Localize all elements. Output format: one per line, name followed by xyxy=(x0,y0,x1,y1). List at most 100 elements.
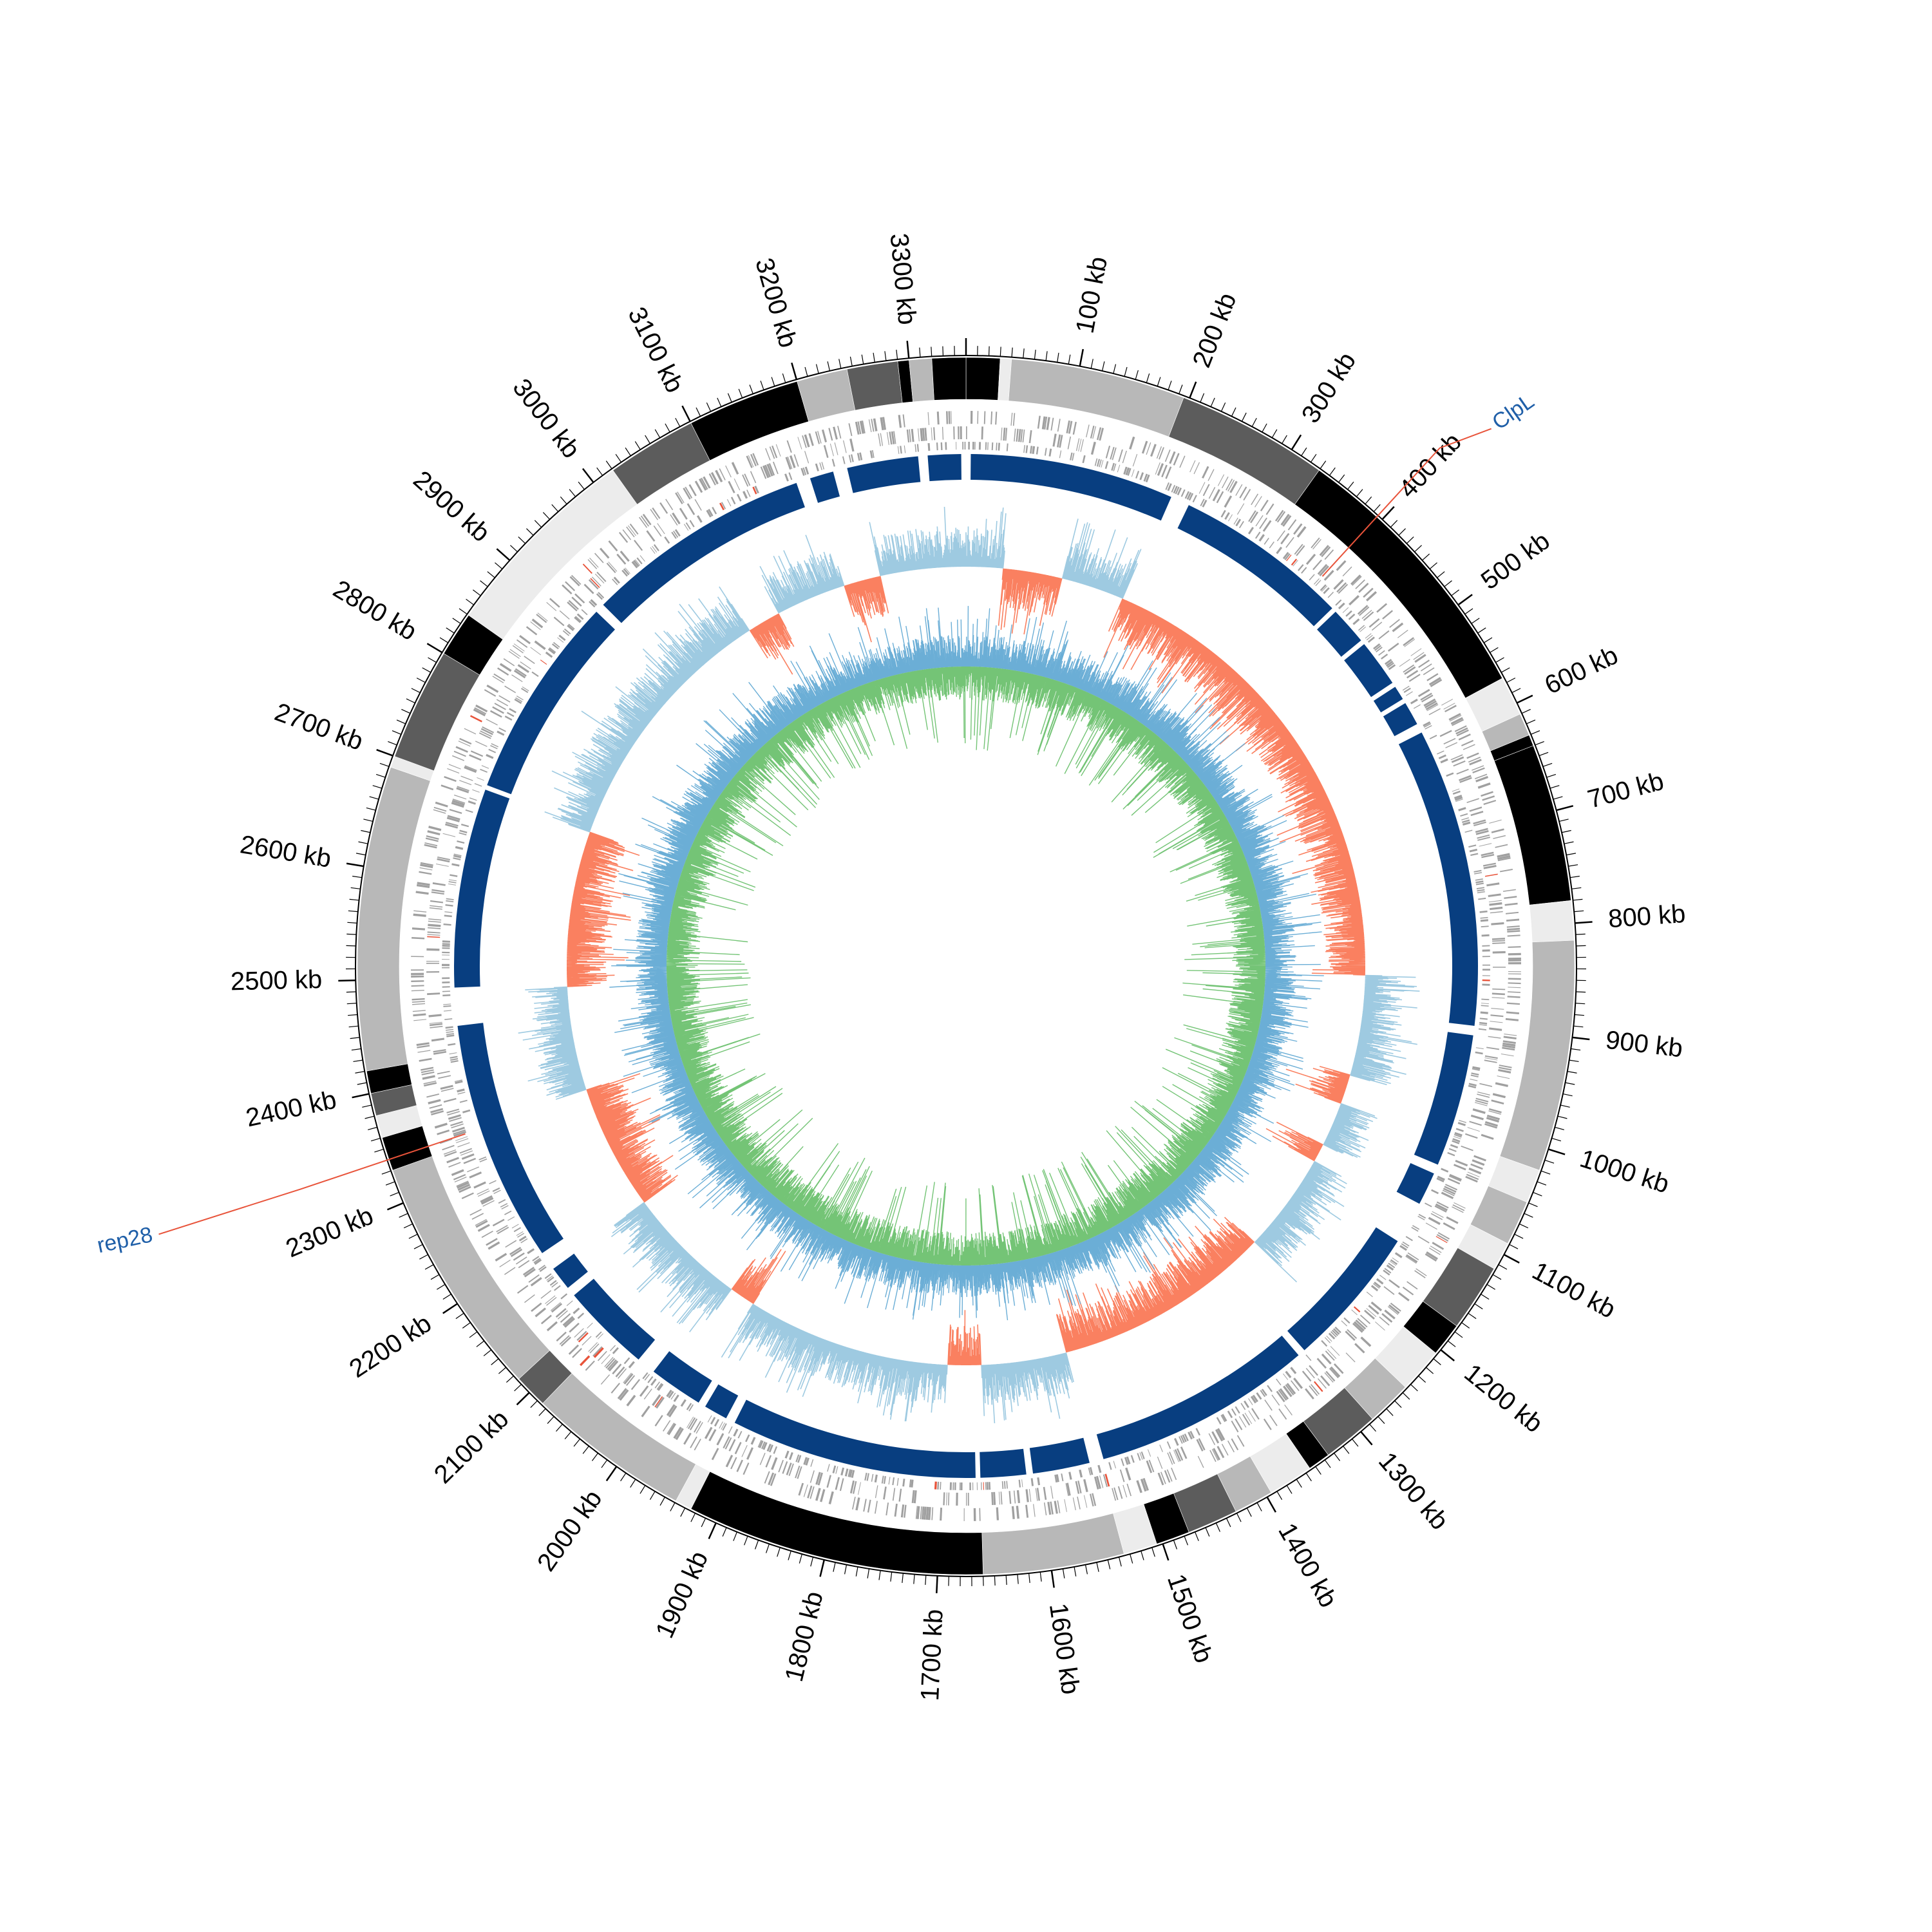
gene-feature xyxy=(1368,1305,1379,1315)
gene-feature xyxy=(1357,1318,1368,1328)
minor-tick xyxy=(569,489,576,497)
gc-content-track xyxy=(609,605,1324,1321)
gene-feature xyxy=(1269,1414,1278,1426)
gene-feature xyxy=(492,706,504,714)
gene-feature xyxy=(1436,1201,1449,1209)
minor-tick xyxy=(350,887,361,889)
gene-feature xyxy=(517,664,529,673)
gene-feature xyxy=(1502,1046,1515,1051)
gene-feature xyxy=(448,1114,461,1120)
gene-feature xyxy=(733,1428,739,1437)
gene-feature xyxy=(547,1276,554,1283)
minor-tick xyxy=(1084,1564,1088,1575)
gene-feature xyxy=(1482,862,1496,867)
gene-feature xyxy=(1486,882,1500,887)
gene-feature xyxy=(1444,705,1457,713)
major-tick xyxy=(1291,434,1302,450)
gene-feature xyxy=(437,856,451,860)
gene-feature xyxy=(1473,819,1486,825)
minor-tick xyxy=(1490,647,1499,653)
gene-feature xyxy=(474,707,487,715)
gene-feature xyxy=(447,1111,460,1116)
gene-feature xyxy=(456,1138,469,1144)
gene-feature xyxy=(1367,636,1375,643)
gene-feature xyxy=(1472,765,1484,771)
gene-feature xyxy=(1349,594,1359,606)
gene-feature xyxy=(1475,1047,1484,1050)
minor-tick xyxy=(1425,1367,1434,1374)
gene-feature xyxy=(509,1247,522,1256)
minor-tick xyxy=(459,608,468,615)
gene-feature xyxy=(491,743,499,748)
gene-feature xyxy=(665,498,674,511)
minor-tick xyxy=(1023,348,1025,359)
gene-feature xyxy=(1119,1469,1125,1482)
gene-feature xyxy=(1319,565,1329,576)
minor-tick xyxy=(1461,1322,1470,1329)
gene-feature xyxy=(417,1050,431,1053)
gene-feature xyxy=(499,1259,511,1267)
gene-feature xyxy=(459,829,468,834)
gene-feature xyxy=(1104,1473,1110,1487)
minor-tick xyxy=(873,352,875,363)
gene-feature xyxy=(1498,1068,1511,1074)
gene-feature xyxy=(1408,674,1421,682)
gene-feature xyxy=(819,462,822,471)
minor-tick xyxy=(396,719,406,724)
gene-feature xyxy=(1359,606,1370,616)
gene-feature xyxy=(531,671,539,677)
gene-feature xyxy=(1293,1378,1303,1389)
gene-feature xyxy=(828,1491,834,1505)
gene-feature xyxy=(509,708,516,714)
gene-feature xyxy=(848,455,852,463)
gene-feature xyxy=(518,1235,527,1242)
minor-tick xyxy=(1157,377,1161,386)
minor-tick xyxy=(1305,1472,1312,1482)
gene-feature xyxy=(1501,1054,1514,1057)
gene-feature xyxy=(1320,584,1327,591)
gene-feature xyxy=(644,1374,650,1381)
gene-feature xyxy=(888,1477,891,1485)
major-tick xyxy=(1162,1543,1170,1561)
gene-feature xyxy=(429,907,442,910)
gene-feature xyxy=(1089,1493,1094,1507)
gene-feature xyxy=(1192,495,1197,503)
gene-feature xyxy=(711,1448,719,1461)
gene-feature xyxy=(533,1258,541,1264)
gene-feature xyxy=(1353,1321,1365,1332)
gene-feature xyxy=(886,431,889,445)
gene-feature xyxy=(490,744,498,750)
gene-feature xyxy=(1475,880,1484,884)
minor-tick xyxy=(1514,1233,1524,1239)
minor-tick xyxy=(1498,1264,1508,1270)
gene-feature xyxy=(426,835,439,840)
gene-feature xyxy=(995,412,998,425)
gene-feature xyxy=(943,1492,945,1506)
minor-tick xyxy=(357,1082,367,1085)
gene-feature xyxy=(431,891,444,895)
gene-feature xyxy=(442,943,450,945)
homology-block xyxy=(810,471,840,503)
gene-feature xyxy=(560,1313,571,1323)
gene-feature xyxy=(1484,1059,1497,1063)
gene-feature xyxy=(689,520,695,527)
gene-feature xyxy=(795,1465,800,1479)
gene-feature xyxy=(1381,1312,1393,1323)
gene-feature xyxy=(1365,591,1378,601)
gene-feature xyxy=(949,1482,952,1490)
gene-feature xyxy=(1167,1452,1173,1465)
tick-label: 1700 kb xyxy=(916,1609,949,1701)
gene-feature xyxy=(765,1455,772,1468)
gene-feature xyxy=(1211,1431,1220,1444)
gene-feature xyxy=(1189,1430,1195,1439)
gene-feature xyxy=(494,703,506,710)
gene-feature xyxy=(636,557,643,565)
minor-tick xyxy=(849,356,853,366)
gene-feature xyxy=(1043,1502,1047,1516)
gene-feature xyxy=(1141,1451,1145,1459)
gene-feature xyxy=(1443,703,1455,710)
gene-feature xyxy=(1428,677,1441,686)
tick-label: 1100 kb xyxy=(1528,1256,1620,1324)
gene-feature xyxy=(464,765,477,772)
gene-feature xyxy=(1469,759,1482,766)
